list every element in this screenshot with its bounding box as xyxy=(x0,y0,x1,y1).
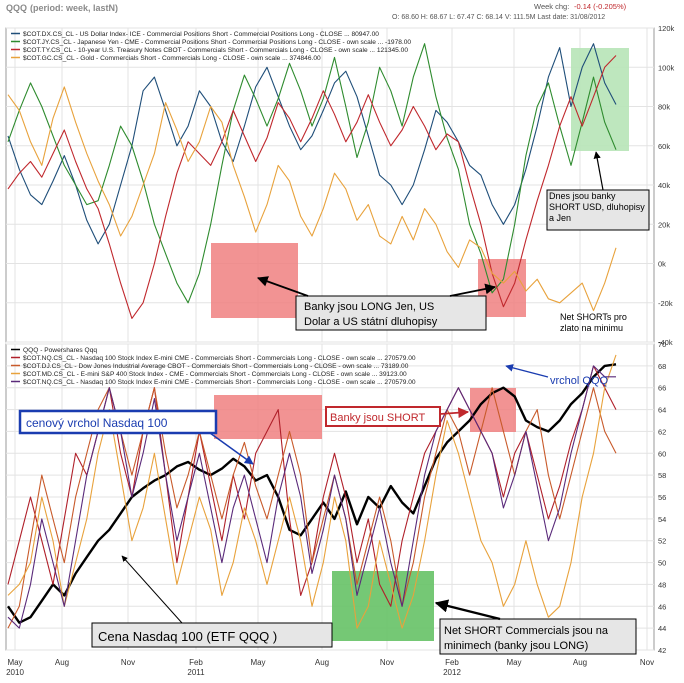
legend-entry: $COT.DJ.CS_CL - Dow Jones Industrial Ave… xyxy=(23,363,409,370)
chart-period: (period: week, lastN) xyxy=(30,3,118,13)
annotation-dnes: Dnes jsou banky SHORT USD, dluhopisy a J… xyxy=(549,191,645,223)
series-line-bottom-3 xyxy=(7,354,617,629)
legend-entry: $COT.NQ.CS_CL - Nasdaq 100 Stock Index E… xyxy=(23,355,416,362)
annotation-banky-long-2: Dolar a US státní dluhopisy xyxy=(304,316,438,328)
y-tick-label: 54 xyxy=(658,515,666,524)
x-tick-label: Nov xyxy=(121,658,135,667)
y-tick-label: 46 xyxy=(658,602,666,611)
red-highlight-bottom-1 xyxy=(214,395,322,439)
x-tick-label: Aug xyxy=(55,658,69,667)
legend-entry: $COT.NQ.CS_CL - Nasdaq 100 Stock Index E… xyxy=(23,379,416,386)
y-tick-label: 100k xyxy=(658,63,675,72)
top-grid xyxy=(6,27,654,343)
annotation-cenovy-vrchol: cenový vrchol Nasdaq 100 xyxy=(26,416,168,430)
x-tick-label: 2011 xyxy=(187,668,205,677)
ohlc-readout: O: 68.60 H: 68.67 L: 67.47 C: 68.14 V: 1… xyxy=(392,14,605,21)
y-tick-label: 20k xyxy=(658,220,670,229)
annotation-banky-long-1: Banky jsou LONG Jen, US xyxy=(304,301,434,313)
y-tick-label: 60k xyxy=(658,142,670,151)
annotation-net-short-comm-1: Net SHORT Commercials jsou na xyxy=(444,625,609,637)
arrow-banky-long-2 xyxy=(449,283,497,297)
x-tick-label: Aug xyxy=(315,658,329,667)
y-tick-label: 44 xyxy=(658,624,666,633)
annotation-cena-nasdaq: Cena Nasdaq 100 (ETF QQQ ) xyxy=(98,629,277,644)
x-tick-label: Nov xyxy=(380,658,394,667)
arrow-vrchol-qqq xyxy=(505,364,549,378)
green-highlight-bottom xyxy=(332,571,434,641)
week-change-value: -0.14 (-0.205%) xyxy=(574,2,627,11)
annotation-banky-short: Banky jsou SHORT xyxy=(330,412,425,424)
legend-entry: QQQ - Powershares Qqq xyxy=(23,347,97,354)
annotation-box-dnes xyxy=(546,189,650,231)
series-line-bottom-4 xyxy=(7,365,616,629)
x-tick-label: Feb xyxy=(189,658,203,667)
bottom-legend: QQQ - Powershares Qqq$COT.NQ.CS_CL - Nas… xyxy=(11,347,416,386)
annotation-box-net-short-comm xyxy=(439,618,637,655)
annotation-net-shorts-1: Net SHORTs pro xyxy=(560,312,627,322)
annotation-net-short-comm-2: minimech (banky jsou LONG) xyxy=(444,640,588,652)
annotation-box-banky-long xyxy=(295,295,487,331)
chart-title: QQQ xyxy=(6,3,27,13)
arrow-net-short-comm xyxy=(434,599,501,621)
arrow-cenovy-vrchol xyxy=(209,432,254,465)
y-tick-label: 52 xyxy=(658,537,666,546)
y-tick-label: 64 xyxy=(658,406,666,415)
annotation-box-cena-nasdaq xyxy=(91,622,333,648)
legend-entry: $COT.GC.CS_CL - Gold - Commercials Short… xyxy=(23,55,321,62)
series-line-top-0 xyxy=(7,43,617,245)
bottom-series xyxy=(7,354,617,629)
annotation-vrchol-qqq: vrchol QQQ xyxy=(550,375,609,387)
green-highlight-top xyxy=(571,48,629,151)
series-line-top-3 xyxy=(7,86,617,312)
arrow-dnes xyxy=(593,151,604,191)
x-tick-label: Nov xyxy=(640,658,654,667)
y-tick-label: 58 xyxy=(658,471,666,480)
legend-entry: $COT.DX.CS_CL - US Dollar Index- ICE - C… xyxy=(23,31,379,38)
series-line-top-1 xyxy=(7,43,617,304)
y-tick-label: 70 xyxy=(658,340,666,349)
y-tick-label: 50 xyxy=(658,559,666,568)
y-tick-label: 80k xyxy=(658,103,670,112)
legend-entry: $COT.MD.CS_CL - E-mini S&P 400 Stock Ind… xyxy=(23,371,407,378)
y-tick-label: -40k xyxy=(658,338,673,347)
y-tick-label: 42 xyxy=(658,646,666,655)
y-tick-label: 62 xyxy=(658,427,666,436)
y-tick-label: 0k xyxy=(658,260,666,269)
y-tick-label: 68 xyxy=(658,362,666,371)
x-tick-label: 2010 xyxy=(6,668,24,677)
y-tick-label: 56 xyxy=(658,493,666,502)
x-tick-label: May xyxy=(7,658,22,667)
arrow-banky-long-1 xyxy=(256,276,309,297)
top-series xyxy=(7,43,617,319)
bottom-y-axis: 70 68 66 64 62 60 58 56 54 52 50 48 46 44 42 xyxy=(658,340,666,655)
arrow-banky-short xyxy=(439,407,470,419)
x-tick-label: 2012 xyxy=(443,668,461,677)
y-tick-label: 66 xyxy=(658,384,666,393)
legend-entry: $COT.TY.CS_CL - 10-year U.S. Treasury No… xyxy=(23,47,408,54)
x-tick-label: May xyxy=(250,658,265,667)
annotation-box-banky-short xyxy=(325,406,441,427)
x-tick-label: Aug xyxy=(573,658,587,667)
annotation-net-shorts-2: zlato na minimu xyxy=(560,323,623,333)
y-tick-label: -20k xyxy=(658,299,673,308)
top-legend: $COT.DX.CS_CL - US Dollar Index- ICE - C… xyxy=(11,31,411,62)
y-tick-label: 60 xyxy=(658,449,666,458)
legend-entry: $COT.JY.CS_CL - Japanese Yen - CME - Com… xyxy=(23,39,411,46)
y-tick-label: 120k xyxy=(658,24,675,33)
series-line-top-2 xyxy=(7,55,617,319)
y-tick-label: 48 xyxy=(658,580,666,589)
x-tick-label: Feb xyxy=(445,658,459,667)
red-highlight-top-1 xyxy=(211,243,298,318)
series-line-bottom-0 xyxy=(7,363,617,624)
week-change-label: Week chg: xyxy=(534,2,569,11)
annotation-box-cenovy-vrchol xyxy=(18,409,218,435)
y-tick-label: 40k xyxy=(658,181,670,190)
top-y-axis: 120k 100k 80k 60k 40k 20k 0k -20k -40k xyxy=(658,24,675,347)
x-tick-label: May xyxy=(506,658,521,667)
arrow-cena-nasdaq xyxy=(121,555,183,624)
